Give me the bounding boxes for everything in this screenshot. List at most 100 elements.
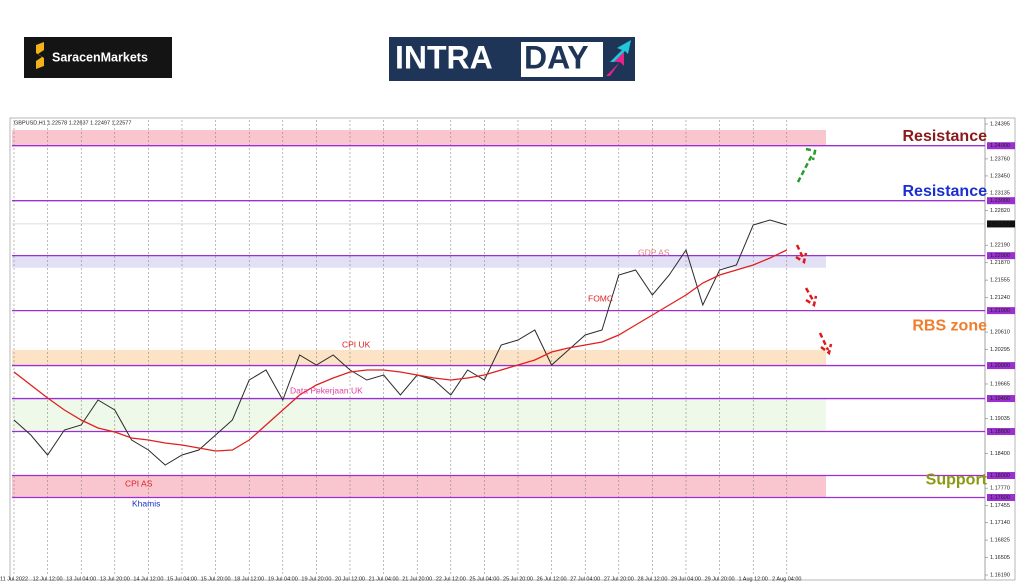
y-tick-label: 1.20295	[990, 347, 1010, 353]
chart-frame	[9, 117, 1016, 581]
level-label-box	[987, 142, 1015, 150]
x-tick-label: 19 Jul 20:00	[301, 576, 331, 582]
level-label: 1.17600	[990, 495, 1010, 501]
y-tick-label: 1.22820	[990, 208, 1010, 214]
event-annotation: Khamis	[132, 498, 160, 508]
zone	[12, 255, 826, 268]
x-tick-label: 1 Aug 12:00	[739, 576, 768, 582]
level-label-box	[987, 362, 1015, 370]
zone	[12, 129, 826, 146]
level-label: 1.20000	[990, 363, 1010, 369]
event-annotation: Data Pekerjaan UK	[290, 385, 363, 395]
current-price-label: 1.22577	[990, 221, 1010, 227]
intraday-text: INTRA	[395, 39, 493, 75]
y-tick-label: 1.19665	[990, 381, 1010, 387]
up-arrow	[796, 154, 814, 183]
x-tick-label: 25 Jul 20:00	[503, 576, 533, 582]
y-tick-label: 1.24395	[990, 121, 1010, 127]
x-tick-label: 2 Aug 04:00	[772, 576, 801, 582]
down-arrow	[795, 244, 806, 261]
y-tick-label: 1.17140	[990, 520, 1010, 526]
level-label: 1.19400	[990, 396, 1010, 402]
level-label-box	[987, 428, 1015, 436]
x-tick-label: 28 Jul 12:00	[637, 576, 667, 582]
x-tick-label: 15 Jul 04:00	[167, 576, 197, 582]
level-label: 1.23000	[990, 198, 1010, 204]
y-tick-label: 1.16190	[990, 572, 1010, 578]
x-tick-label: 25 Jul 04:00	[469, 576, 499, 582]
x-tick-label: 15 Jul 20:00	[201, 576, 231, 582]
x-tick-label: 29 Jul 20:00	[705, 576, 735, 582]
y-tick-label: 1.18400	[990, 451, 1010, 457]
x-tick-label: 12 Jul 12:00	[33, 576, 63, 582]
event-annotation: GDP AS	[638, 247, 670, 257]
level-label: 1.21000	[990, 308, 1010, 314]
zone-label: RBS zone	[912, 318, 987, 335]
down-arrow-head	[795, 252, 808, 264]
x-tick-label: 27 Jul 04:00	[570, 576, 600, 582]
brand-icon	[36, 42, 44, 69]
level-label: 1.18800	[990, 429, 1010, 435]
event-annotation: CPI AS	[125, 478, 153, 488]
moving-average-line	[13, 249, 788, 452]
x-tick-label: 21 Jul 04:00	[369, 576, 399, 582]
y-tick-label: 1.16825	[990, 538, 1010, 544]
y-tick-label: 1.16505	[990, 555, 1010, 561]
x-tick-label: 29 Jul 04:00	[671, 576, 701, 582]
y-tick-label: 1.22190	[990, 243, 1010, 249]
level-label-box	[987, 395, 1015, 403]
up-arrow-head	[805, 147, 817, 161]
level-label-box	[987, 493, 1015, 501]
y-tick-label: 1.23135	[990, 191, 1010, 197]
x-tick-label: 13 Jul 04:00	[66, 576, 96, 582]
zone	[12, 398, 826, 432]
logo-arrow-down	[606, 52, 624, 76]
level-label-box	[987, 472, 1015, 480]
level-label: 1.22000	[990, 253, 1010, 259]
logo-arrow-up	[610, 40, 631, 62]
y-tick-label: 1.17770	[990, 486, 1010, 492]
y-tick-label: 1.19035	[990, 416, 1010, 422]
level-label-box	[987, 252, 1015, 260]
zone-label: Resistance	[903, 128, 988, 145]
level-label: 1.24000	[990, 143, 1010, 149]
level-label-box	[987, 307, 1015, 315]
zone	[12, 349, 826, 366]
price-line	[13, 219, 787, 466]
x-tick-label: 21 Jul 20:00	[402, 576, 432, 582]
level-label-box	[987, 197, 1015, 205]
x-tick-label: 14 Jul 12:00	[133, 576, 163, 582]
brand-name: SaracenMarkets	[52, 50, 148, 64]
zone-label: Support	[926, 471, 988, 488]
brand-logo	[24, 37, 172, 78]
x-tick-label: 22 Jul 12:00	[436, 576, 466, 582]
level-label: 1.18000	[990, 473, 1010, 479]
day-box	[521, 42, 603, 77]
chart-header: GBPUSD,H1 1.22578 1.22637 1.22497 1.2257…	[14, 120, 131, 126]
down-arrow	[804, 287, 816, 303]
zone-label: Resistance	[903, 183, 988, 200]
x-tick-label: 18 Jul 12:00	[234, 576, 264, 582]
y-tick-label: 1.21555	[990, 278, 1010, 284]
scenario-arrows	[795, 147, 833, 356]
x-tick-label: 11 Jul 2022	[0, 576, 28, 582]
x-tick-label: 26 Jul 12:00	[537, 576, 567, 582]
y-tick-label: 1.23760	[990, 156, 1010, 162]
x-tick-label: 19 Jul 04:00	[268, 576, 298, 582]
x-tick-label: 20 Jul 12:00	[335, 576, 365, 582]
event-annotation: CPI UK	[342, 339, 371, 349]
down-arrow-head	[805, 295, 818, 307]
y-tick-label: 1.21870	[990, 260, 1010, 266]
x-tick-label: 27 Jul 20:00	[604, 576, 634, 582]
down-arrow-head	[820, 343, 833, 356]
event-annotation: FOMC	[588, 293, 613, 303]
current-price-box	[987, 220, 1015, 228]
y-tick-label: 1.23450	[990, 173, 1010, 179]
day-text: DAY	[524, 39, 589, 75]
down-arrow	[818, 332, 830, 351]
y-tick-label: 1.21240	[990, 295, 1010, 301]
y-tick-label: 1.17455	[990, 503, 1010, 509]
x-tick-label: 13 Jul 20:00	[100, 576, 130, 582]
